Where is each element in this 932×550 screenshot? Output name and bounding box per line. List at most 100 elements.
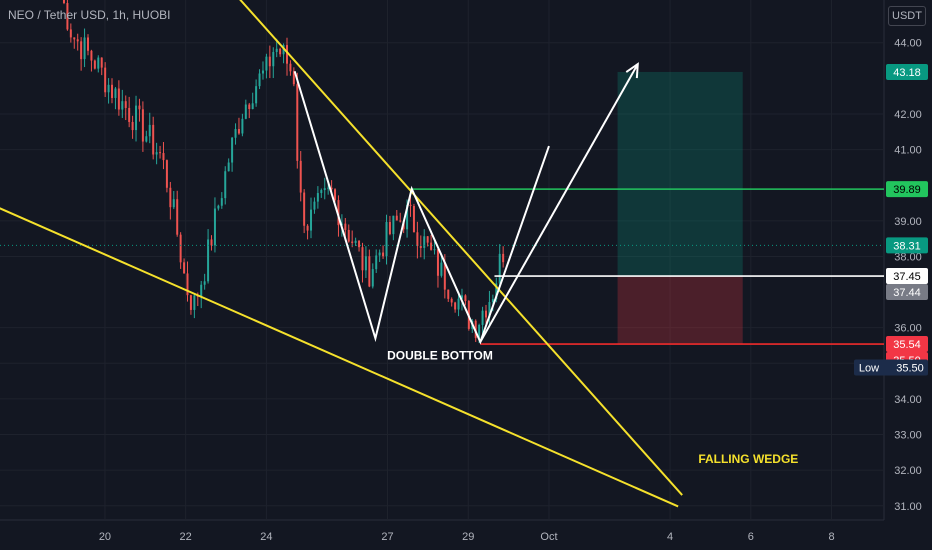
candle-body xyxy=(488,302,491,318)
candle-up xyxy=(145,130,148,143)
candle-up xyxy=(121,89,124,118)
candle-body xyxy=(292,71,295,85)
candle-down xyxy=(90,49,93,72)
candle-down xyxy=(69,23,72,43)
candle-up xyxy=(310,197,313,239)
candle-up xyxy=(423,229,426,260)
candle-body xyxy=(306,225,309,231)
x-tick-label: 27 xyxy=(381,531,393,543)
candle-body xyxy=(241,118,244,134)
candle-body xyxy=(275,48,278,53)
candle-body xyxy=(430,242,433,250)
wedge-upper-line xyxy=(239,0,683,496)
candle-body xyxy=(162,153,165,161)
candle-body xyxy=(131,121,134,131)
candle-down xyxy=(502,246,505,268)
candle-up xyxy=(375,249,378,273)
candle-up xyxy=(97,55,100,73)
candle-body xyxy=(378,252,381,256)
price-label-bg xyxy=(886,237,928,254)
candle-body xyxy=(117,88,120,110)
candle-body xyxy=(478,324,481,338)
candle-up xyxy=(155,142,158,165)
candle-body xyxy=(457,298,460,310)
candle-body xyxy=(412,205,415,233)
candle-up xyxy=(135,95,138,142)
candle-body xyxy=(224,171,227,199)
candle-down xyxy=(62,0,65,5)
candle-body xyxy=(90,50,93,61)
candle-up xyxy=(385,214,388,265)
candle-body xyxy=(464,295,467,301)
x-tick-label: 20 xyxy=(99,531,111,543)
candle-body xyxy=(62,0,65,4)
candle-body xyxy=(285,45,288,64)
low-label-value: 35.50 xyxy=(896,362,924,374)
price-label-bg xyxy=(886,284,928,301)
candle-body xyxy=(279,48,282,55)
candle-body xyxy=(313,201,316,210)
price-label-bg xyxy=(886,63,928,80)
candle-body xyxy=(323,188,326,191)
candle-body xyxy=(299,160,302,193)
candle-body xyxy=(375,255,378,270)
y-tick-label: 33.00 xyxy=(894,430,922,442)
candles xyxy=(62,0,505,344)
candle-body xyxy=(169,187,172,208)
candle-down xyxy=(73,37,76,49)
candle-up xyxy=(83,28,86,68)
candle-up xyxy=(217,204,220,211)
y-tick-label: 38.00 xyxy=(894,251,922,263)
candle-down xyxy=(351,230,354,248)
candle-down xyxy=(268,45,271,79)
currency-unit-button[interactable]: USDT xyxy=(888,6,926,26)
candle-up xyxy=(114,87,117,110)
candle-down xyxy=(299,151,302,202)
candle-body xyxy=(213,208,216,246)
price-label-37.44: 37.44 xyxy=(886,284,928,301)
candle-down xyxy=(388,215,391,236)
candle-body xyxy=(395,215,398,221)
candle-body xyxy=(409,204,412,206)
y-tick-label: 42.00 xyxy=(894,109,922,121)
candle-up xyxy=(392,215,395,241)
candle-down xyxy=(93,59,96,70)
candle-body xyxy=(155,152,158,155)
candle-down xyxy=(334,188,337,202)
candle-down xyxy=(447,289,450,302)
candle-body xyxy=(80,41,83,60)
candle-body xyxy=(320,190,323,194)
candle-up xyxy=(107,78,110,104)
chart-title: NEO / Tether USD, 1h, HUOBI xyxy=(8,8,171,22)
candle-body xyxy=(272,52,275,67)
candle-body xyxy=(358,240,361,248)
candle-body xyxy=(231,137,234,163)
candle-down xyxy=(436,245,439,288)
candle-body xyxy=(104,67,107,93)
price-label-text: 37.45 xyxy=(893,271,921,283)
candle-body xyxy=(83,37,86,60)
double-bottom-label: DOUBLE BOTTOM xyxy=(387,349,493,363)
candle-body xyxy=(382,252,385,257)
candle-body xyxy=(111,84,114,98)
candle-down xyxy=(162,142,165,170)
y-tick-label: 44.00 xyxy=(894,38,922,50)
candle-body xyxy=(423,236,426,248)
price-label-text: 37.44 xyxy=(893,287,921,299)
candle-body xyxy=(454,302,457,310)
candle-body xyxy=(268,56,271,67)
candle-body xyxy=(248,104,251,110)
candle-up xyxy=(220,192,223,209)
candle-body xyxy=(73,37,76,40)
projection-arrow-line xyxy=(479,63,639,343)
candle-body xyxy=(426,236,429,243)
candle-body xyxy=(135,105,138,131)
candle-down xyxy=(210,235,213,251)
candle-up xyxy=(251,92,254,110)
candle-body xyxy=(66,3,69,30)
candle-down xyxy=(450,297,453,307)
candle-down xyxy=(117,80,120,116)
price-label-43.18: 43.18 xyxy=(886,63,928,80)
